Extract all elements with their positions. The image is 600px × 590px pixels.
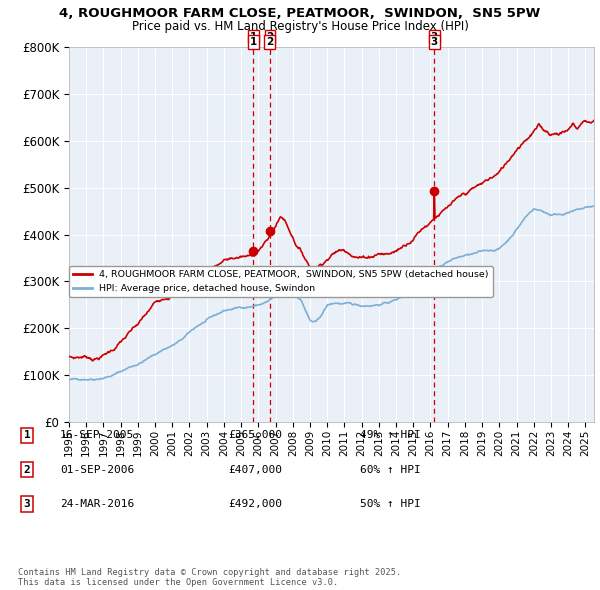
Text: 3: 3 [431, 32, 438, 41]
Text: 16-SEP-2005: 16-SEP-2005 [60, 431, 134, 440]
Legend: 4, ROUGHMOOR FARM CLOSE, PEATMOOR,  SWINDON, SN5 5PW (detached house), HPI: Aver: 4, ROUGHMOOR FARM CLOSE, PEATMOOR, SWIND… [69, 266, 493, 297]
Text: 1: 1 [250, 37, 257, 47]
Text: 3: 3 [23, 499, 31, 509]
Text: £407,000: £407,000 [228, 465, 282, 474]
Text: 2: 2 [23, 465, 31, 474]
Text: 60% ↑ HPI: 60% ↑ HPI [360, 465, 421, 474]
Text: 01-SEP-2006: 01-SEP-2006 [60, 465, 134, 474]
Text: 2: 2 [266, 32, 274, 41]
Text: Contains HM Land Registry data © Crown copyright and database right 2025.
This d: Contains HM Land Registry data © Crown c… [18, 568, 401, 587]
Text: 24-MAR-2016: 24-MAR-2016 [60, 499, 134, 509]
Text: Price paid vs. HM Land Registry's House Price Index (HPI): Price paid vs. HM Land Registry's House … [131, 20, 469, 33]
Text: 50% ↑ HPI: 50% ↑ HPI [360, 499, 421, 509]
Text: 1: 1 [250, 32, 257, 41]
Text: £365,000: £365,000 [228, 431, 282, 440]
Text: 3: 3 [431, 37, 438, 47]
Text: 4, ROUGHMOOR FARM CLOSE, PEATMOOR,  SWINDON,  SN5 5PW: 4, ROUGHMOOR FARM CLOSE, PEATMOOR, SWIND… [59, 7, 541, 20]
Text: 1: 1 [23, 431, 31, 440]
Text: 2: 2 [266, 37, 274, 47]
Text: 49% ↑ HPI: 49% ↑ HPI [360, 431, 421, 440]
Text: £492,000: £492,000 [228, 499, 282, 509]
